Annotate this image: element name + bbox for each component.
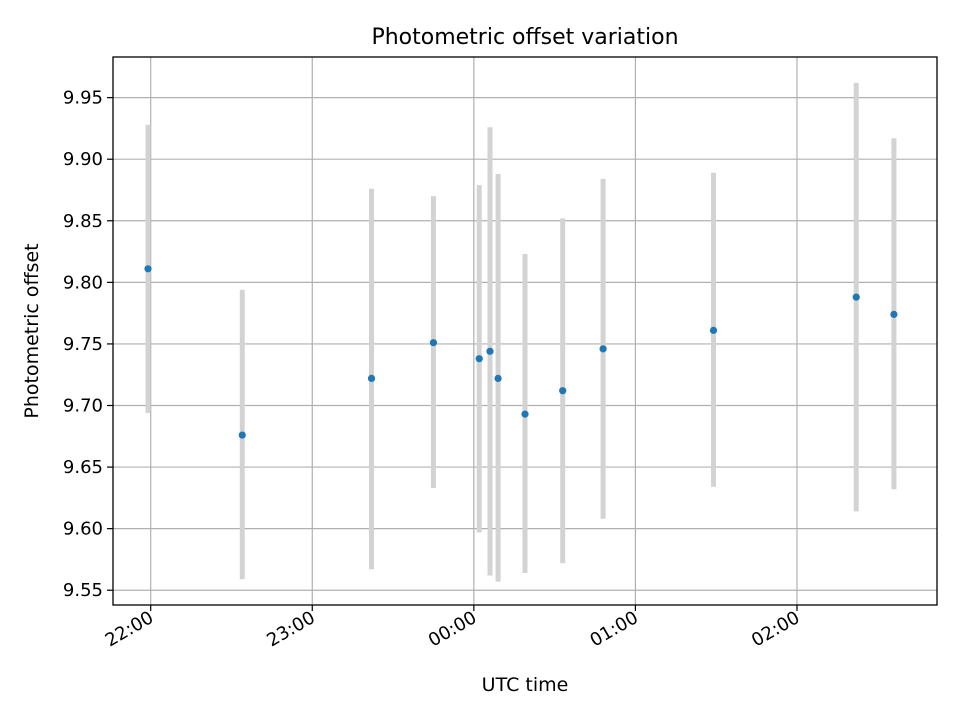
data-point [429, 339, 438, 347]
y-tick-label: 9.85 [63, 211, 103, 232]
data-point [521, 410, 529, 418]
data-point [367, 374, 376, 383]
data-point [486, 347, 494, 355]
data-point [494, 374, 502, 383]
data-point [475, 355, 483, 363]
y-tick-label: 9.70 [63, 396, 103, 417]
y-axis-label: Photometric offset [21, 243, 43, 418]
y-tick-label: 9.80 [63, 272, 103, 293]
y-tick-label: 9.55 [63, 580, 103, 601]
y-tick-label: 9.60 [63, 519, 103, 540]
x-axis-label: UTC time [482, 674, 569, 696]
data-point [890, 310, 898, 318]
data-points [144, 265, 898, 439]
data-point [599, 345, 607, 353]
data-point [559, 387, 567, 395]
chart-title: Photometric offset variation [371, 25, 678, 50]
y-tick-label: 9.90 [63, 149, 103, 170]
data-point [144, 265, 152, 273]
y-tick-label: 9.65 [63, 457, 103, 478]
data-point [709, 326, 718, 334]
data-point [238, 431, 246, 439]
y-tick-label: 9.95 [63, 88, 103, 109]
y-tick-label: 9.75 [63, 334, 103, 355]
plot-frame [112, 56, 938, 606]
data-point [852, 293, 860, 301]
